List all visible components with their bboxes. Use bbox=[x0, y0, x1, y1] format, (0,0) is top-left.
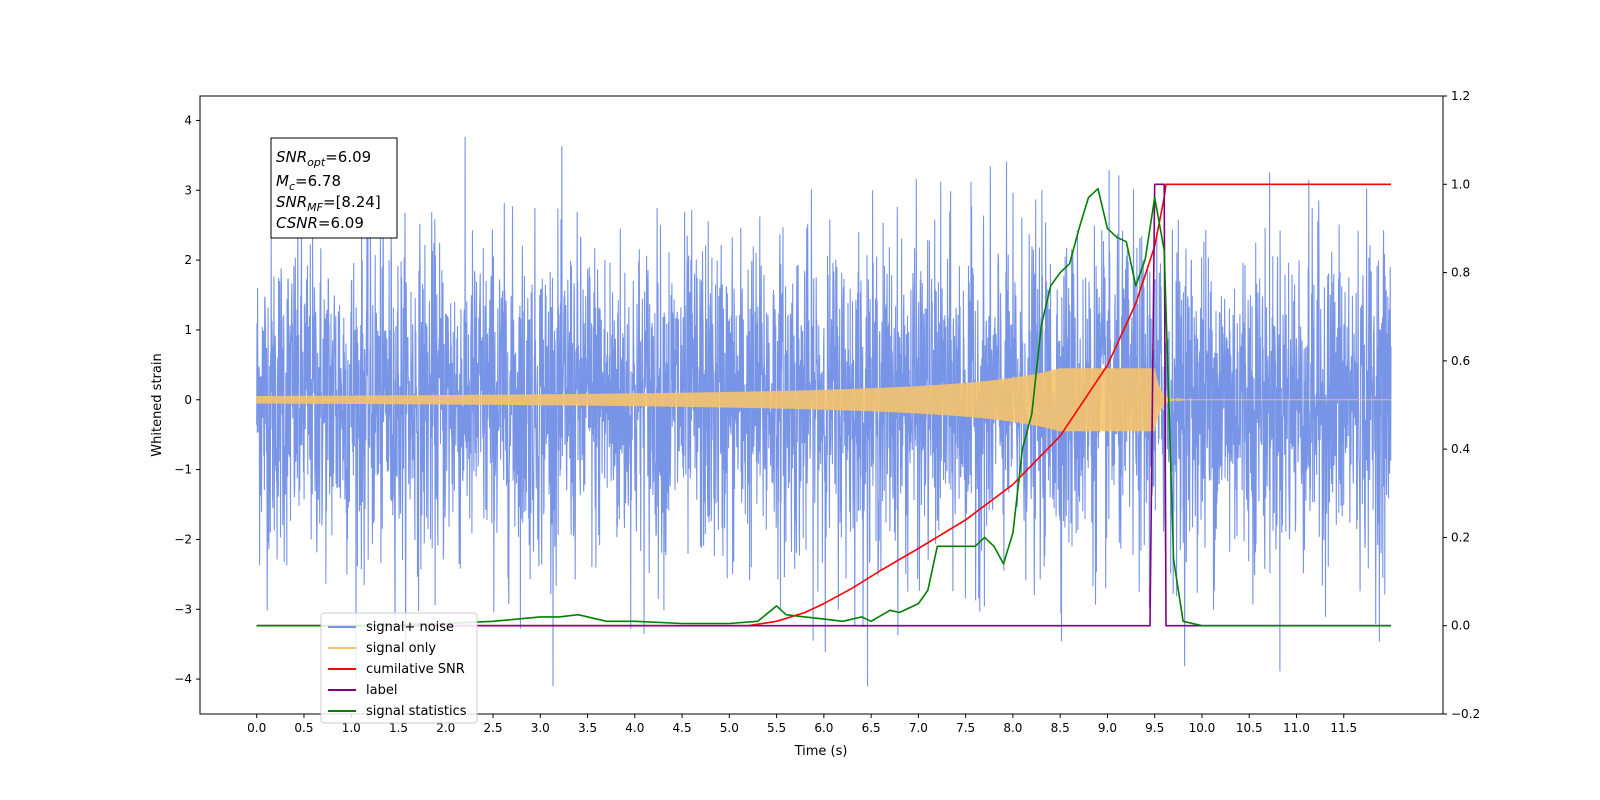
y2-tick-label: 0.0 bbox=[1451, 619, 1470, 633]
snr-opt-value: 6.09 bbox=[338, 148, 371, 166]
x-tick-label: 3.5 bbox=[578, 721, 597, 735]
y-tick-label: 4 bbox=[184, 113, 192, 127]
x-tick-label: 11.5 bbox=[1330, 721, 1357, 735]
x-tick-label: 11.0 bbox=[1283, 721, 1310, 735]
csnr-value: 6.09 bbox=[331, 214, 364, 232]
x-tick-label: 4.5 bbox=[673, 721, 692, 735]
series-layer bbox=[256, 136, 1392, 687]
x-tick-label: 8.0 bbox=[1003, 721, 1022, 735]
x-tick-label: 1.5 bbox=[389, 721, 408, 735]
svg-text:CSNR=6.09: CSNR=6.09 bbox=[276, 214, 364, 232]
legend-label: signal only bbox=[366, 641, 436, 656]
legend-label: signal+ noise bbox=[366, 620, 454, 635]
y2-tick-label: 0.8 bbox=[1451, 266, 1470, 280]
y2-tick-label: 1.2 bbox=[1451, 89, 1470, 103]
x-tick-label: 8.5 bbox=[1051, 721, 1070, 735]
plot-frame bbox=[199, 95, 1444, 715]
x-tick-label: 9.5 bbox=[1145, 721, 1164, 735]
legend-label: label bbox=[366, 683, 397, 698]
y-tick-label: −4 bbox=[174, 672, 192, 686]
x-tick-label: 1.0 bbox=[342, 721, 361, 735]
legend-label: cumilative SNR bbox=[366, 662, 465, 677]
y-tick-label: −2 bbox=[174, 532, 192, 546]
x-tick-label: 10.5 bbox=[1236, 721, 1263, 735]
y-tick-label: 2 bbox=[184, 253, 192, 267]
x-tick-label: 4.0 bbox=[625, 721, 644, 735]
y2-tick-label: 1.0 bbox=[1451, 177, 1470, 191]
legend-label: signal statistics bbox=[366, 704, 467, 719]
y2-tick-label: 0.6 bbox=[1451, 354, 1470, 368]
svg-text:SNRopt=6.09: SNRopt=6.09 bbox=[276, 148, 371, 169]
series-signal-statistics bbox=[256, 187, 1391, 627]
x-tick-label: 0.0 bbox=[247, 721, 266, 735]
y-axis-label: Whitened strain bbox=[150, 353, 165, 456]
x-axis-label: Time (s) bbox=[794, 744, 848, 759]
series-signal-only bbox=[256, 368, 1391, 432]
y-tick-label: −1 bbox=[174, 463, 192, 477]
y2-tick-label: 0.2 bbox=[1451, 530, 1470, 544]
x-axis: 0.0 0.5 1.0 1.5 2.0 2.5 3.0 3.5 4.0 4.5 5.0 5.5 6.0 6… bbox=[247, 714, 1357, 735]
x-tick-label: 3.0 bbox=[531, 721, 550, 735]
svg-text:Mc=6.78: Mc=6.78 bbox=[276, 172, 341, 193]
x-tick-label: 6.0 bbox=[814, 721, 833, 735]
y-tick-label: 3 bbox=[184, 183, 192, 197]
y2-tick-label: −0.2 bbox=[1451, 707, 1480, 721]
x-tick-label: 7.5 bbox=[956, 721, 975, 735]
svg-text:SNRMF=[8.24]: SNRMF=[8.24] bbox=[276, 193, 381, 214]
legend: signal+ noise signal only cumilative SNR la… bbox=[320, 612, 478, 724]
x-tick-label: 2.0 bbox=[436, 721, 455, 735]
y-tick-label: 1 bbox=[184, 323, 192, 337]
annotation-box: SNRopt=6.09 Mc=6.78 SNRMF=[8.24] CSNR=6.… bbox=[270, 137, 398, 239]
y-tick-label: 0 bbox=[184, 393, 192, 407]
x-tick-label: 5.0 bbox=[720, 721, 739, 735]
y2-tick-label: 0.4 bbox=[1451, 442, 1470, 456]
x-tick-label: 10.0 bbox=[1189, 721, 1216, 735]
y-axis-left: 4 3 2 1 0 −1 −2 −3 −4 bbox=[174, 113, 200, 686]
x-tick-label: 5.5 bbox=[767, 721, 786, 735]
x-tick-label: 6.5 bbox=[862, 721, 881, 735]
snr-mf-value: [8.24] bbox=[336, 193, 381, 211]
mc-value: 6.78 bbox=[308, 172, 341, 190]
y-tick-label: −3 bbox=[174, 602, 192, 616]
y-axis-right: 1.2 1.0 0.8 0.6 0.4 0.2 0.0 −0.2 bbox=[1443, 89, 1480, 721]
x-tick-label: 9.0 bbox=[1098, 721, 1117, 735]
x-tick-label: 2.5 bbox=[483, 721, 502, 735]
series-signal-noise bbox=[256, 136, 1392, 687]
x-tick-label: 0.5 bbox=[294, 721, 313, 735]
x-tick-label: 7.0 bbox=[909, 721, 928, 735]
